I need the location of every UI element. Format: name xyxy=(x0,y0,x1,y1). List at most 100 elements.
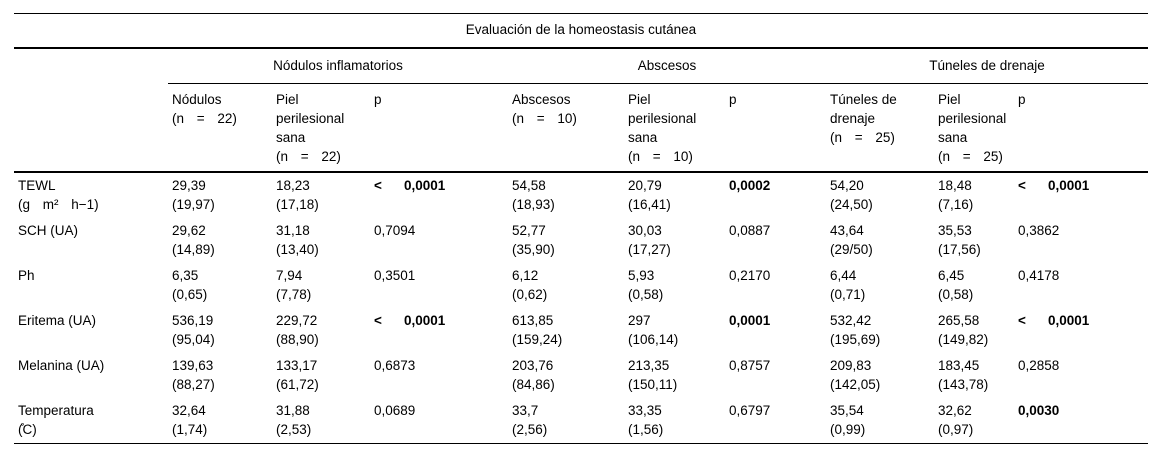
mean-value: 139,63 xyxy=(172,358,214,373)
column-header-line: Nódulos xyxy=(172,92,222,107)
p-number: 0,2170 xyxy=(729,268,771,283)
p-number: 0,6797 xyxy=(729,403,771,418)
table-title: Evaluación de la homeostasis cutánea xyxy=(14,13,1148,49)
p-number: 0,0001 xyxy=(1048,178,1090,193)
p-number: 0,0001 xyxy=(404,313,446,328)
mean-value: 613,85 xyxy=(512,313,554,328)
mean-value: 297 xyxy=(628,313,651,328)
mean-value: 18,23 xyxy=(276,178,310,193)
column-header-4: Piel perilesional sana (n = 10) xyxy=(624,84,725,171)
value-cell: 33,35 (1,56) xyxy=(624,398,725,443)
value-cell: 54,58 (18,93) xyxy=(508,173,624,218)
column-header-line: sana xyxy=(628,130,658,145)
sd-value: (7,16) xyxy=(938,197,974,212)
sd-value: (195,69) xyxy=(830,332,881,347)
column-header-8: p xyxy=(1014,84,1148,171)
sd-value: (95,04) xyxy=(172,332,215,347)
p-value-cell: 0,4178 xyxy=(1014,263,1148,308)
sd-value: (2,56) xyxy=(512,422,548,437)
row-label: Eritema (UA) xyxy=(14,308,168,353)
p-value-cell: 0,3862 xyxy=(1014,218,1148,263)
sd-value: (143,78) xyxy=(938,377,989,392)
sd-value: (1,56) xyxy=(628,422,664,437)
mean-value: 203,76 xyxy=(512,358,554,373)
mean-value: 183,45 xyxy=(938,358,980,373)
sd-value: (17,56) xyxy=(938,242,981,257)
sd-value: (2,53) xyxy=(276,422,312,437)
value-cell: 43,64 (29/50) xyxy=(826,218,934,263)
column-header-line: perilesional xyxy=(938,111,1007,126)
value-cell: 18,48 (7,16) xyxy=(934,173,1014,218)
column-header-0: Nódulos (n = 22) xyxy=(168,84,272,171)
p-value: 0,0689 xyxy=(374,401,504,420)
sd-value: (0,58) xyxy=(628,287,664,302)
value-cell: 30,03 (17,27) xyxy=(624,218,725,263)
sd-value: (159,24) xyxy=(512,332,563,347)
row-label: Melanina (UA) xyxy=(14,353,168,398)
sd-value: (88,27) xyxy=(172,377,215,392)
p-number: 0,0689 xyxy=(374,403,416,418)
sd-value: (106,14) xyxy=(628,332,679,347)
column-header-line: (n = 22) xyxy=(276,149,341,164)
value-cell: 29,39 (19,97) xyxy=(168,173,272,218)
p-value: <0,0001 xyxy=(374,176,504,195)
mean-value: 5,93 xyxy=(628,268,655,283)
row-label: SCH (UA) xyxy=(14,218,168,263)
p-value: 0,6797 xyxy=(729,401,822,420)
value-cell: 32,64 (1,74) xyxy=(168,398,272,443)
less-than-sign: < xyxy=(1018,313,1026,328)
value-cell: 6,12 (0,62) xyxy=(508,263,624,308)
p-value: 0,7094 xyxy=(374,221,504,240)
row-label-line: SCH (UA) xyxy=(18,223,78,238)
sd-value: (149,82) xyxy=(938,332,989,347)
sd-value: (0,71) xyxy=(830,287,866,302)
column-header-line: (n = 10) xyxy=(628,149,693,164)
sd-value: (88,90) xyxy=(276,332,319,347)
column-header-line: drenaje xyxy=(830,111,876,126)
column-header-line: Abscesos xyxy=(512,92,571,107)
mean-value: 20,79 xyxy=(628,178,662,193)
value-cell: 213,35 (150,11) xyxy=(624,353,725,398)
mean-value: 54,20 xyxy=(830,178,864,193)
column-header-7: Piel perilesional sana (n = 25) xyxy=(934,84,1014,171)
p-value: <0,0001 xyxy=(374,311,504,330)
p-number: 0,0001 xyxy=(729,313,771,328)
value-cell: 29,62 (14,89) xyxy=(168,218,272,263)
p-value: 0,0887 xyxy=(729,221,822,240)
value-cell: 32,62 (0,97) xyxy=(934,398,1014,443)
less-than-sign: < xyxy=(374,313,382,328)
mean-value: 6,44 xyxy=(830,268,857,283)
value-cell: 31,88 (2,53) xyxy=(272,398,370,443)
value-cell: 203,76 (84,86) xyxy=(508,353,624,398)
less-than-sign: < xyxy=(1018,178,1026,193)
column-header-line: Piel xyxy=(628,92,651,107)
p-number: 0,2858 xyxy=(1018,358,1060,373)
column-header-2: p xyxy=(370,84,508,171)
sd-value: (1,74) xyxy=(172,422,208,437)
sd-value: (0,62) xyxy=(512,287,548,302)
sd-value: (14,89) xyxy=(172,242,215,257)
sd-value: (0,65) xyxy=(172,287,208,302)
mean-value: 35,53 xyxy=(938,223,972,238)
mean-value: 536,19 xyxy=(172,313,214,328)
p-value-cell: <0,0001 xyxy=(1014,308,1148,353)
column-header-line: Piel xyxy=(276,92,299,107)
mean-value: 209,83 xyxy=(830,358,872,373)
p-value-cell: 0,6797 xyxy=(725,398,826,443)
p-number: 0,0001 xyxy=(1048,313,1090,328)
sd-value: (17,18) xyxy=(276,197,319,212)
row-label-line: Eritema (UA) xyxy=(18,313,97,328)
p-number: 0,6873 xyxy=(374,358,416,373)
p-value: 0,2170 xyxy=(729,266,822,285)
bottom-rule xyxy=(14,443,1148,444)
mean-value: 229,72 xyxy=(276,313,318,328)
column-header-1: Piel perilesional sana (n = 22) xyxy=(272,84,370,171)
p-value: 0,6873 xyxy=(374,356,504,375)
value-cell: 52,77 (35,90) xyxy=(508,218,624,263)
p-value: 0,4178 xyxy=(1018,266,1144,285)
row-label: Ph xyxy=(14,263,168,308)
mean-value: 29,62 xyxy=(172,223,206,238)
value-cell: 54,20 (24,50) xyxy=(826,173,934,218)
row-label-line: Temperatura xyxy=(18,403,94,418)
sd-value: (150,11) xyxy=(628,377,678,392)
